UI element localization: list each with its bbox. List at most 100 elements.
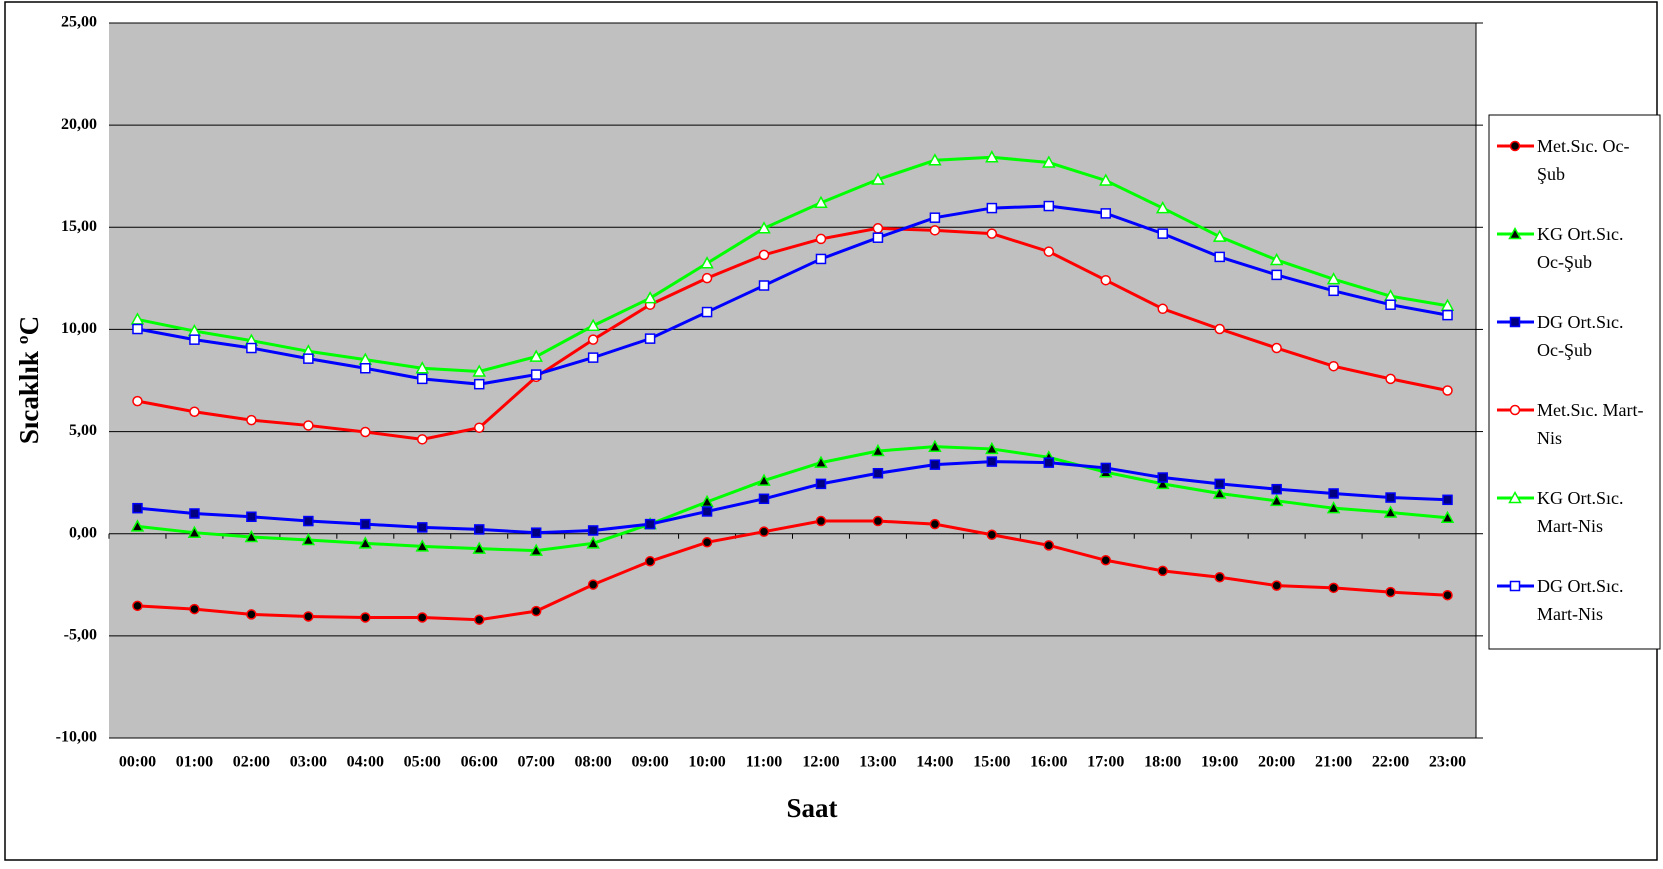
marker [587,352,599,363]
marker [360,426,371,438]
x-tick-label: 06:00 [461,754,498,771]
marker [415,361,430,374]
marker [872,467,884,479]
marker [1383,505,1398,518]
marker [1100,462,1112,474]
marker [473,422,485,433]
series-line [137,155,1448,374]
marker [244,529,259,543]
marker [758,249,770,261]
marker [985,150,999,163]
marker [928,153,942,166]
marker [1385,373,1396,385]
marker [1509,404,1521,416]
marker [644,556,656,567]
marker [1271,483,1282,495]
x-tick-label: 14:00 [916,754,953,771]
legend-label: Met.Sıc. Mart-Nis [1537,400,1644,448]
marker [929,518,941,530]
legend-label: DG Ort.Sıc. Mart-Nis [1537,576,1624,624]
marker [1157,565,1168,577]
marker [1214,571,1225,583]
marker [530,605,542,617]
marker [871,172,885,185]
legend-label: KG Ort.Sıc. Oc-Şub [1537,224,1624,272]
marker [360,612,371,623]
marker [189,508,200,519]
marker [1328,488,1339,499]
marker [1157,228,1168,239]
marker [1385,299,1396,310]
marker [814,455,828,468]
marker [472,364,486,377]
legend-box [1488,114,1661,650]
x-tick-label: 04:00 [347,754,384,771]
marker [1155,476,1170,490]
series-line [137,460,1448,535]
y-tick-label: 15,00 [61,218,97,235]
x-tick-label: 07:00 [518,754,555,771]
marker [246,609,257,620]
x-tick-label: 08:00 [574,754,611,771]
marker [643,291,657,304]
marker [530,527,542,538]
marker [132,323,143,335]
marker [1328,360,1339,372]
marker [1509,580,1521,592]
marker [1043,246,1055,257]
marker [700,256,714,269]
marker [1214,323,1225,335]
marker [757,473,771,486]
x-tick-label: 05:00 [404,754,441,771]
x-tick-label: 00:00 [119,754,156,771]
x-tick-label: 21:00 [1315,754,1352,771]
marker [1509,316,1521,328]
marker [1043,540,1055,551]
marker [1385,586,1396,598]
marker [1385,492,1396,503]
x-tick-label: 09:00 [631,754,668,771]
marker [358,536,373,549]
marker [815,233,827,245]
marker [1043,457,1055,468]
marker [1508,490,1522,504]
marker [472,541,486,554]
marker [1328,285,1339,297]
marker [586,318,600,332]
marker [360,362,371,374]
marker [586,536,600,549]
marker [1043,200,1055,212]
marker [986,228,998,239]
marker [758,493,770,505]
marker [871,443,885,457]
marker [872,515,884,527]
marker [872,232,884,243]
marker [473,524,485,535]
x-tick-label: 12:00 [802,754,839,771]
marker [303,515,314,527]
marker [872,223,884,234]
marker [1442,589,1453,601]
marker [1269,252,1284,266]
x-tick-label: 23:00 [1429,754,1466,771]
marker [132,502,143,514]
x-axis-label: Saat [786,793,837,823]
marker [132,395,143,407]
x-tick-label: 17:00 [1087,754,1124,771]
marker [1269,493,1284,507]
y-tick-label: -5,00 [64,627,97,644]
marker [130,519,145,532]
marker [360,518,371,530]
marker [1440,510,1455,524]
marker [417,612,428,623]
x-tick-label: 02:00 [233,754,270,771]
marker [986,456,998,467]
marker [986,529,998,540]
marker [1155,201,1170,214]
x-tick-label: 22:00 [1372,754,1409,771]
x-tick-label: 15:00 [973,754,1010,771]
marker [814,195,828,209]
marker [986,202,998,214]
marker [301,532,316,546]
marker [929,212,941,223]
